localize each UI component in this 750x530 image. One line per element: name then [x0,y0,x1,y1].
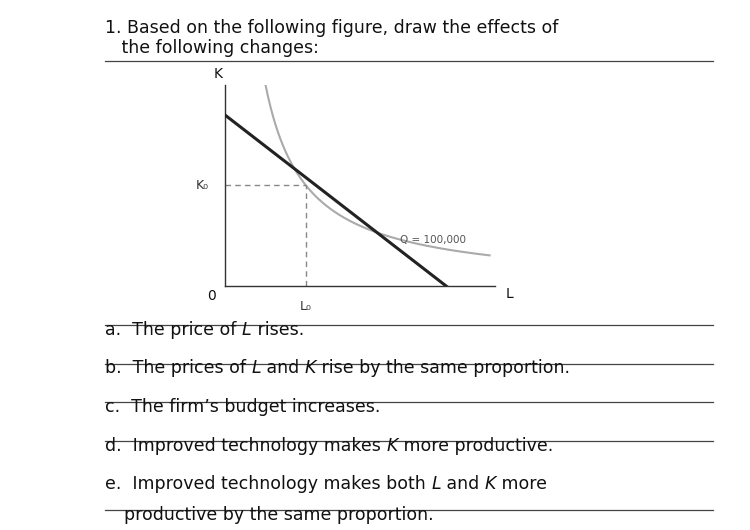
Text: more productive.: more productive. [398,437,553,455]
Text: and: and [261,359,305,377]
Text: L: L [242,321,251,339]
Text: productive by the same proportion.: productive by the same proportion. [124,506,434,524]
Text: 0: 0 [207,289,216,303]
Text: L: L [506,287,514,301]
Text: rise by the same proportion.: rise by the same proportion. [316,359,570,377]
Text: K₀: K₀ [196,179,208,192]
Text: rises.: rises. [251,321,304,339]
Text: 1. Based on the following figure, draw the effects of
   the following changes:: 1. Based on the following figure, draw t… [105,19,558,57]
Text: L: L [251,359,261,377]
Text: and: and [441,475,485,493]
Text: c.  The firm’s budget increases.: c. The firm’s budget increases. [105,398,380,416]
Text: K: K [214,67,223,81]
Text: K: K [484,475,496,493]
Text: b.  The prices of: b. The prices of [105,359,251,377]
Text: more: more [496,475,547,493]
Text: d.  Improved technology makes: d. Improved technology makes [105,437,386,455]
Text: Q = 100,000: Q = 100,000 [400,235,466,245]
Text: L: L [431,475,441,493]
Text: K: K [304,359,316,377]
Text: e.  Improved technology makes both: e. Improved technology makes both [105,475,431,493]
Text: K: K [386,437,398,455]
Text: L₀: L₀ [300,301,312,313]
Text: a.  The price of: a. The price of [105,321,242,339]
